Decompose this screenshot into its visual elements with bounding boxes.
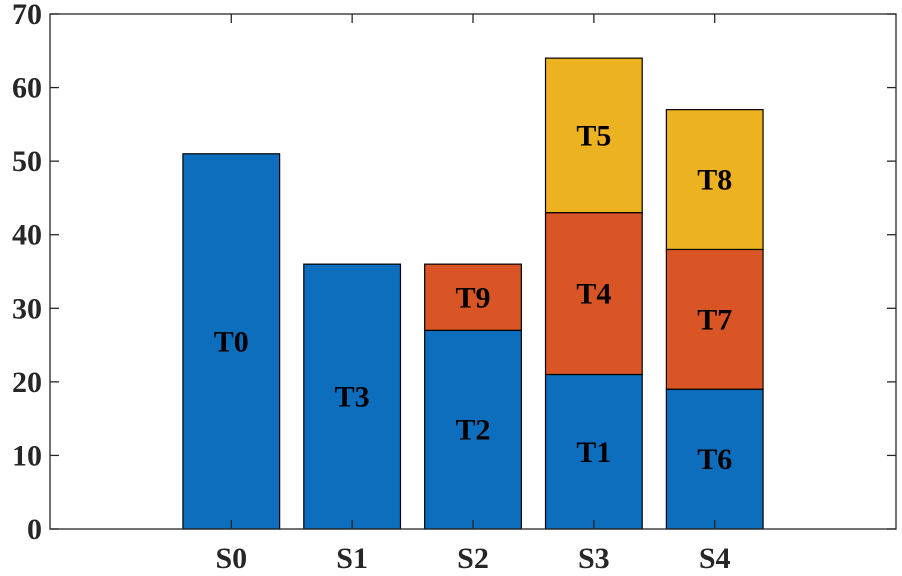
segment-label-t1: T1 [576, 436, 611, 469]
segment-label-t3: T3 [335, 381, 370, 414]
y-tick-label: 40 [12, 219, 42, 252]
segment-label-t7: T7 [697, 303, 732, 336]
bar-segment-t0 [182, 153, 281, 530]
x-tick-label-s4: S4 [699, 542, 731, 575]
segment-label-t8: T8 [697, 164, 732, 197]
x-tick-label-s2: S2 [457, 542, 489, 575]
bar-segment-t6 [665, 388, 764, 530]
bar-segment-t3 [303, 263, 402, 530]
segment-label-t9: T9 [455, 281, 490, 314]
y-axis: 0 10 20 30 40 50 60 70 [12, 0, 896, 546]
y-tick-label: 50 [12, 145, 42, 178]
segment-label-t0: T0 [214, 325, 249, 358]
y-tick-label: 60 [12, 72, 42, 105]
bar-segment-t5 [544, 57, 643, 214]
y-tick-label: 20 [12, 366, 42, 399]
y-tick-label: 10 [12, 439, 42, 472]
y-tick-label: 30 [12, 292, 42, 325]
y-tick-label: 0 [27, 513, 42, 546]
segment-label-t2: T2 [455, 414, 490, 447]
segment-label-t5: T5 [576, 119, 611, 152]
y-tick-label: 70 [12, 0, 42, 31]
x-tick-label-s1: S1 [336, 542, 368, 575]
bar-segment-t8 [665, 109, 764, 251]
bar-segment-t4 [544, 212, 643, 376]
bar-segment-t1 [544, 373, 643, 530]
x-axis: S0 S1 S2 S3 S4 [215, 14, 731, 575]
bars-group: T0 T3 T2 T9 T1 T4 T5 T6 T7 T8 [182, 57, 764, 530]
segment-label-t4: T4 [576, 278, 611, 311]
bar-segment-t7 [665, 248, 764, 390]
bar-segment-t9 [424, 263, 522, 331]
x-tick-label-s3: S3 [578, 542, 610, 575]
x-tick-label-s0: S0 [215, 542, 247, 575]
segment-label-t6: T6 [697, 443, 732, 476]
